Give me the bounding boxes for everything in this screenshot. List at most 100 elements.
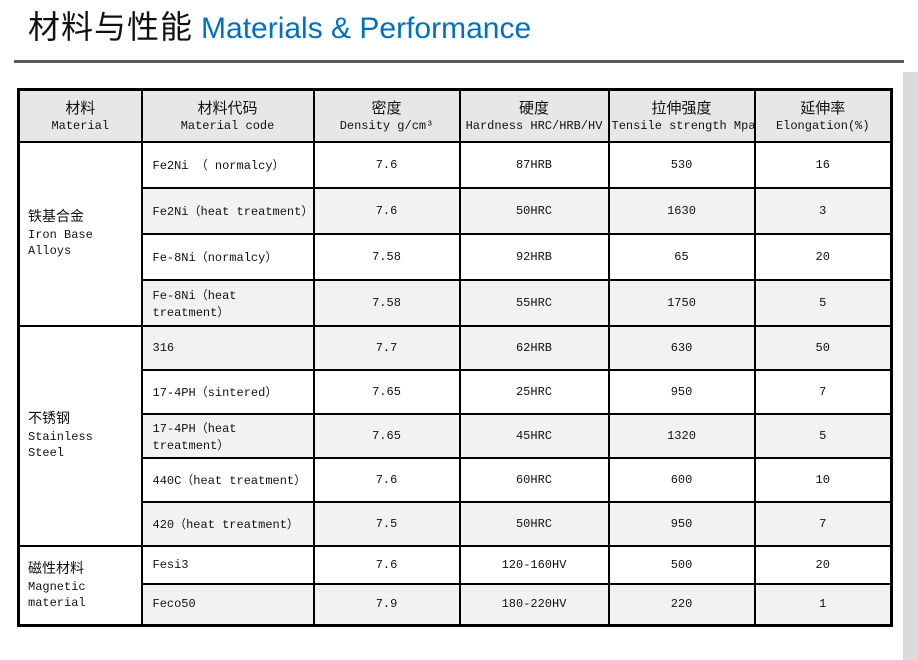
cell-tensile: 500	[607, 544, 756, 585]
group-magnetic-en: Magnetic material	[28, 579, 86, 610]
table-row: 17-4PH（sintered） 7.65 25HRC 950 7	[19, 368, 893, 415]
header-hardness-en: Hardness HRC/HRB/HV	[465, 118, 603, 133]
header-tensile-cn: 拉伸强度	[651, 98, 712, 117]
page-title-cn: 材料与性能	[28, 8, 194, 46]
title-underline	[14, 60, 904, 63]
cell-hardness: 87HRB	[458, 140, 610, 189]
cell-hardness: 180-220HV	[458, 582, 610, 627]
cell-tensile: 630	[607, 324, 756, 371]
cell-tensile: 1630	[607, 186, 756, 235]
cell-elongation: 20	[753, 544, 893, 585]
header-material-code-en: Material code	[180, 118, 275, 133]
cell-hardness: 50HRC	[458, 500, 610, 547]
page-title-en: Materials & Performance	[201, 12, 532, 45]
header-elongation: 延伸率 Elongation(%)	[753, 88, 893, 143]
table-row: 17-4PH（heat treatment） 7.65 45HRC 1320 5	[19, 412, 893, 459]
cell-code: 316	[140, 324, 315, 371]
header-elongation-cn: 延伸率	[800, 98, 846, 117]
page-title: 材料与性能 Materials & Performance	[28, 2, 531, 48]
cell-tensile: 950	[607, 500, 756, 547]
cell-hardness: 92HRB	[458, 232, 610, 281]
cell-density: 7.5	[312, 500, 461, 547]
cell-code: Fe2Ni （ normalcy）	[140, 140, 315, 189]
right-scrollbar-track[interactable]	[903, 72, 918, 660]
cell-tensile: 600	[607, 456, 756, 503]
cell-density: 7.9	[312, 582, 461, 627]
table-row: Fe-8Ni（normalcy） 7.58 92HRB 65 20	[19, 232, 893, 281]
header-density: 密度 Density g/cm³	[312, 88, 461, 143]
materials-performance-table: 材料 Material 材料代码 Material code 密度 Densit…	[17, 88, 893, 627]
cell-tensile: 950	[607, 368, 756, 415]
cell-tensile: 1750	[607, 278, 756, 327]
cell-code: 17-4PH（sintered）	[140, 368, 315, 415]
header-tensile: 拉伸强度 Tensile strength Mpa	[607, 88, 756, 143]
cell-tensile: 1320	[607, 412, 756, 459]
group-stainless-cn: 不锈钢	[28, 411, 70, 427]
group-cell-iron-base-alloys: 铁基合金 Iron Base Alloys	[17, 140, 143, 327]
cell-code: Fesi3	[140, 544, 315, 585]
table-row: 440C（heat treatment） 7.6 60HRC 600 10	[19, 456, 893, 503]
cell-elongation: 1	[753, 582, 893, 627]
table-row: Fe2Ni（heat treatment） 7.6 50HRC 1630 3	[19, 186, 893, 235]
header-material-cn: 材料	[65, 98, 96, 117]
table-row: Feco50 7.9 180-220HV 220 1	[19, 582, 893, 627]
header-material-code: 材料代码 Material code	[140, 88, 315, 143]
table-row: Fe-8Ni（heat treatment） 7.58 55HRC 1750 5	[19, 278, 893, 327]
cell-elongation: 20	[753, 232, 893, 281]
cell-tensile: 220	[607, 582, 756, 627]
table-row: 420（heat treatment） 7.5 50HRC 950 7	[19, 500, 893, 547]
cell-code: 17-4PH（heat treatment）	[140, 412, 315, 459]
cell-density: 7.7	[312, 324, 461, 371]
header-hardness-cn: 硬度	[518, 98, 549, 117]
group-iron-cn: 铁基合金	[28, 209, 84, 225]
cell-elongation: 7	[753, 500, 893, 547]
header-material: 材料 Material	[17, 88, 143, 143]
cell-hardness: 25HRC	[458, 368, 610, 415]
cell-code: Feco50	[140, 582, 315, 627]
cell-code: 420（heat treatment）	[140, 500, 315, 547]
header-material-en: Material	[51, 118, 110, 133]
cell-elongation: 16	[753, 140, 893, 189]
cell-hardness: 45HRC	[458, 412, 610, 459]
cell-code: 440C（heat treatment）	[140, 456, 315, 503]
cell-density: 7.6	[312, 140, 461, 189]
cell-density: 7.6	[312, 456, 461, 503]
cell-elongation: 3	[753, 186, 893, 235]
cell-density: 7.6	[312, 186, 461, 235]
cell-elongation: 7	[753, 368, 893, 415]
header-material-code-cn: 材料代码	[197, 98, 258, 117]
header-density-cn: 密度	[371, 98, 402, 117]
cell-hardness: 120-160HV	[458, 544, 610, 585]
cell-density: 7.58	[312, 278, 461, 327]
cell-elongation: 50	[753, 324, 893, 371]
cell-code: Fe-8Ni（normalcy）	[140, 232, 315, 281]
cell-elongation: 10	[753, 456, 893, 503]
cell-code: Fe2Ni（heat treatment）	[140, 186, 315, 235]
cell-density: 7.6	[312, 544, 461, 585]
table-row: 铁基合金 Iron Base Alloys Fe2Ni （ normalcy） …	[17, 140, 893, 327]
header-density-en: Density g/cm³	[339, 118, 434, 133]
group-cell-magnetic-material: 磁性材料 Magnetic material	[17, 544, 143, 627]
cell-density: 7.65	[312, 412, 461, 459]
table-row: 不锈钢 Stainless Steel 316 7.7 62HRB 630 50	[17, 324, 893, 547]
cell-code: Fe-8Ni（heat treatment）	[140, 278, 315, 327]
cell-hardness: 50HRC	[458, 186, 610, 235]
header-hardness: 硬度 Hardness HRC/HRB/HV	[458, 88, 610, 143]
cell-density: 7.65	[312, 368, 461, 415]
table-row: 磁性材料 Magnetic material Fesi3 7.6 120-160…	[17, 544, 893, 627]
cell-elongation: 5	[753, 412, 893, 459]
table-header-row: 材料 Material 材料代码 Material code 密度 Densit…	[17, 88, 893, 143]
cell-elongation: 5	[753, 278, 893, 327]
cell-hardness: 55HRC	[458, 278, 610, 327]
cell-density: 7.58	[312, 232, 461, 281]
group-cell-stainless-steel: 不锈钢 Stainless Steel	[17, 324, 143, 547]
group-iron-en: Iron Base Alloys	[28, 228, 93, 258]
group-magnetic-cn: 磁性材料	[28, 560, 84, 577]
cell-tensile: 530	[607, 140, 756, 189]
header-elongation-en: Elongation(%)	[775, 118, 870, 133]
header-tensile-en: Tensile strength Mpa	[611, 118, 756, 133]
group-stainless-en: Stainless Steel	[28, 430, 93, 460]
cell-tensile: 65	[607, 232, 756, 281]
cell-hardness: 62HRB	[458, 324, 610, 371]
